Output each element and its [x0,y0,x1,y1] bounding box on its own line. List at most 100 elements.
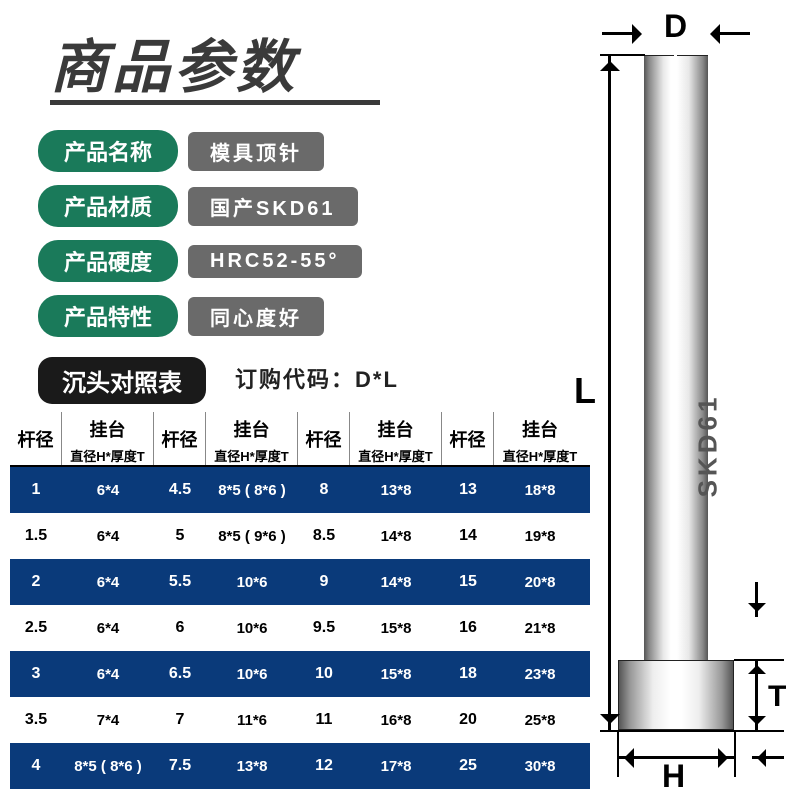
dim-l-line [608,55,611,730]
table-cell: 8 [298,467,350,513]
spec-row-material: 产品材质 国产SKD61 [38,185,358,227]
order-code: 订购代码：D*L [235,362,399,394]
table-cell: 23*8 [494,651,586,697]
reference-table: 杆径挂台直径H*厚度T杆径挂台直径H*厚度T杆径挂台直径H*厚度T杆径挂台直径H… [10,412,590,789]
dim-l-label: L [574,370,596,412]
table-cell: 13*8 [350,467,442,513]
table-cell: 8*5 ( 9*6 ) [206,513,298,559]
dim-d-arrow-left [602,32,640,35]
table-cell: 8*5 ( 8*6 ) [62,743,154,789]
table-cell: 13 [442,467,494,513]
table-cell: 10*6 [206,559,298,605]
table-cell: 7.5 [154,743,206,789]
page-title: 商品参数 [50,20,298,104]
th-diameter: 杆径 [298,412,350,465]
spec-value: HRC52-55° [188,245,361,278]
table-row: 26*45.510*6914*81520*8 [10,559,590,605]
table-cell: 8*5 ( 8*6 ) [206,467,298,513]
table-cell: 2.5 [10,605,62,651]
table-cell: 2 [10,559,62,605]
table-cell: 9.5 [298,605,350,651]
spec-label: 产品材质 [38,185,178,227]
table-cell: 17*8 [350,743,442,789]
table-cell: 15*8 [350,605,442,651]
table-row: 36*46.510*61015*81823*8 [10,651,590,697]
table-cell: 11*6 [206,697,298,743]
th-diameter: 杆径 [442,412,494,465]
dim-d-arrow-right [712,32,750,35]
dim-d-label: D [664,8,687,45]
spec-row-hardness: 产品硬度 HRC52-55° [38,240,362,282]
table-cell: 25*8 [494,697,586,743]
th-platform: 挂台直径H*厚度T [206,412,298,465]
table-cell: 6*4 [62,467,154,513]
table-cell: 3 [10,651,62,697]
table-cell: 10*6 [206,651,298,697]
spec-label: 产品硬度 [38,240,178,282]
th-diameter: 杆径 [10,412,62,465]
th-platform: 挂台直径H*厚度T [62,412,154,465]
table-cell: 1 [10,467,62,513]
spec-label: 产品特性 [38,295,178,337]
table-cell: 10*6 [206,605,298,651]
table-cell: 6*4 [62,651,154,697]
table-cell: 6*4 [62,605,154,651]
title-underline [50,100,380,105]
dim-h-arrow [752,756,784,759]
table-cell: 14 [442,513,494,559]
table-title: 沉头对照表 [38,357,206,404]
dim-t-label: T [768,680,786,714]
table-cell: 12 [298,743,350,789]
table-cell: 16 [442,605,494,651]
table-cell: 8.5 [298,513,350,559]
table-cell: 4.5 [154,467,206,513]
table-body: 16*44.58*5 ( 8*6 )813*81318*81.56*458*5 … [10,467,590,789]
table-cell: 9 [298,559,350,605]
table-cell: 18 [442,651,494,697]
table-cell: 20 [442,697,494,743]
table-cell: 20*8 [494,559,586,605]
spec-row-feature: 产品特性 同心度好 [38,295,324,337]
table-row: 1.56*458*5 ( 9*6 )8.514*81419*8 [10,513,590,559]
pin-highlight [674,55,677,660]
table-cell: 21*8 [494,605,586,651]
table-cell: 14*8 [350,513,442,559]
spec-label: 产品名称 [38,130,178,172]
dim-t-line [755,660,758,730]
table-cell: 16*8 [350,697,442,743]
table-cell: 6.5 [154,651,206,697]
pin-head [618,660,734,730]
spec-value: 模具顶针 [188,132,324,171]
spec-row-name: 产品名称 模具顶针 [38,130,324,172]
table-cell: 15*8 [350,651,442,697]
table-cell: 6*4 [62,559,154,605]
pin-marking: SKD61 [692,394,723,498]
table-cell: 6*4 [62,513,154,559]
table-cell: 10 [298,651,350,697]
th-platform: 挂台直径H*厚度T [494,412,586,465]
th-platform: 挂台直径H*厚度T [350,412,442,465]
table-cell: 25 [442,743,494,789]
table-row: 3.57*4711*61116*82025*8 [10,697,590,743]
table-row: 16*44.58*5 ( 8*6 )813*81318*8 [10,467,590,513]
table-row: 48*5 ( 8*6 )7.513*81217*82530*8 [10,743,590,789]
table-cell: 5.5 [154,559,206,605]
table-header: 杆径挂台直径H*厚度T杆径挂台直径H*厚度T杆径挂台直径H*厚度T杆径挂台直径H… [10,412,590,467]
table-cell: 14*8 [350,559,442,605]
table-cell: 6 [154,605,206,651]
dim-h-label: H [662,758,685,795]
table-cell: 11 [298,697,350,743]
table-cell: 30*8 [494,743,586,789]
spec-value: 国产SKD61 [188,187,357,226]
table-cell: 7 [154,697,206,743]
dim-l-tick [600,730,740,732]
spec-value: 同心度好 [188,297,324,336]
table-cell: 15 [442,559,494,605]
table-cell: 7*4 [62,697,154,743]
th-diameter: 杆径 [154,412,206,465]
table-cell: 13*8 [206,743,298,789]
table-cell: 4 [10,743,62,789]
table-cell: 1.5 [10,513,62,559]
table-cell: 19*8 [494,513,586,559]
table-cell: 3.5 [10,697,62,743]
